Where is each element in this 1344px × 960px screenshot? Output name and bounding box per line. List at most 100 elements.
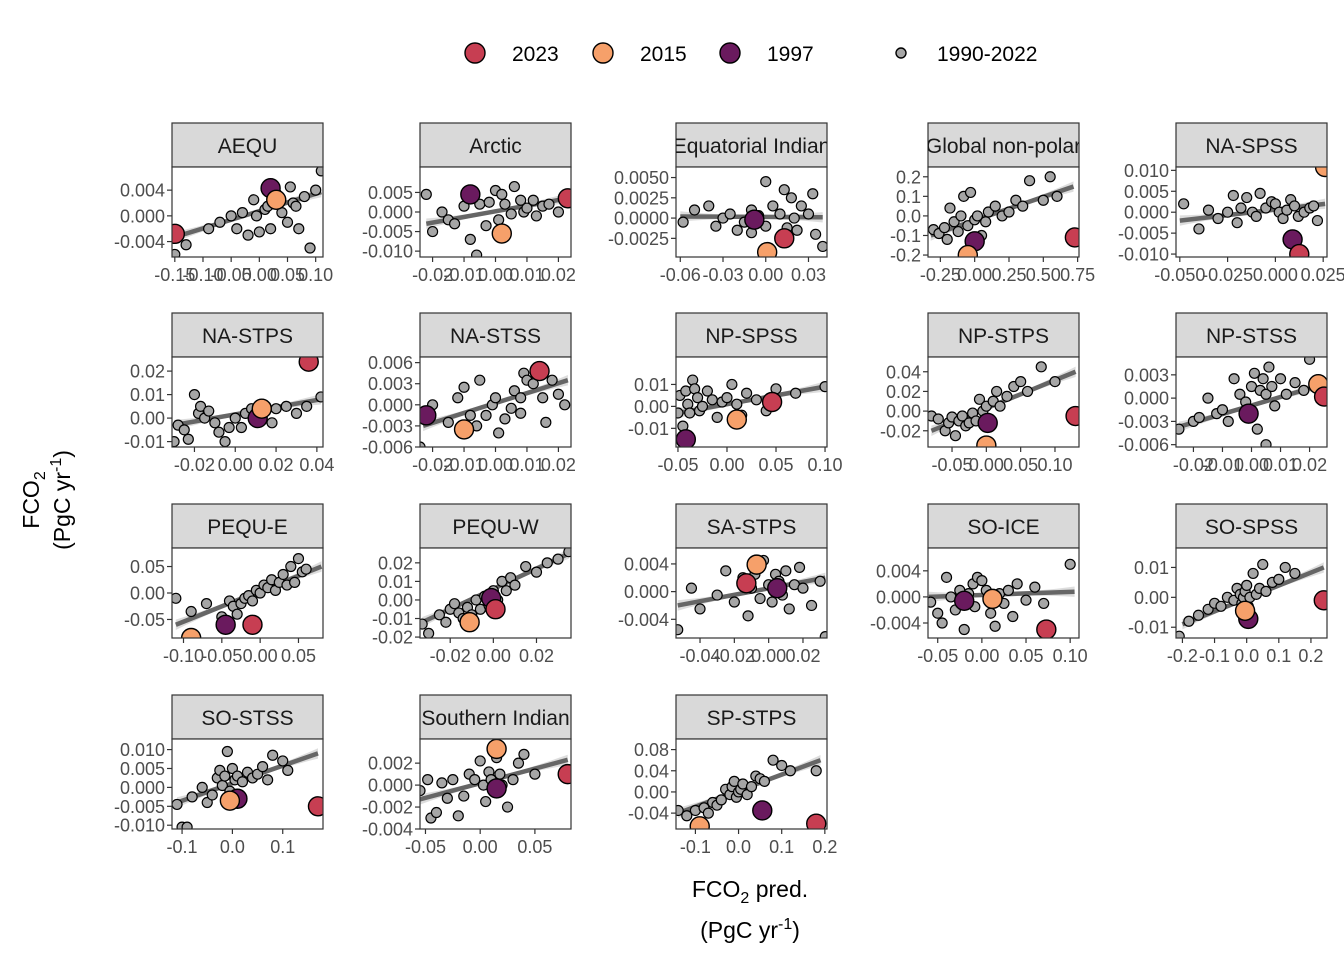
point-1990-2022: [1015, 375, 1027, 388]
x-tick-label: 0.05: [758, 455, 793, 475]
point-1990-2022: [203, 405, 215, 417]
x-tick-label: -0.03: [702, 265, 743, 285]
y-tick-label: 0.04: [634, 761, 669, 781]
facet-title: NP-SPSS: [705, 325, 797, 348]
point-1990-2022: [206, 789, 218, 801]
panel-so-ice: SO-ICE -0.004 0.000 0.004 -0.05 0.00 0.05 0.10: [870, 503, 1088, 666]
point-1990-2022: [505, 208, 517, 220]
facet-title: NP-STPS: [958, 325, 1049, 348]
point-2015: [726, 409, 747, 430]
x-tick-label: 0.05: [281, 646, 316, 666]
plot-content: [676, 554, 827, 638]
point-1990-2022: [474, 755, 486, 767]
point-1990-2022: [1289, 377, 1301, 389]
point-1990-2022: [767, 754, 779, 766]
x-tick-label: 0.000: [1253, 265, 1298, 285]
panel-na-spss: NA-SPSS-0.010-0.0050.0000.0050.010-0.050…: [1118, 122, 1344, 285]
panel-border: [1175, 547, 1328, 639]
point-1990-2022: [1269, 400, 1281, 412]
x-tick-label: 0.01: [509, 455, 544, 475]
x-tick-label: -0.02: [1173, 455, 1214, 475]
y-tick-label: 0.01: [1134, 558, 1169, 578]
plot-content: [172, 552, 323, 638]
point-1990-2022: [952, 225, 964, 238]
x-tick-label: 0.0: [220, 837, 245, 857]
point-1990-2022: [1176, 630, 1185, 638]
y-tick-label: -0.004: [870, 614, 921, 634]
point-1990-2022: [784, 765, 796, 777]
point-2015: [180, 627, 202, 638]
point-1990-2022: [1003, 206, 1015, 218]
point-1990-2022: [1029, 581, 1041, 593]
y-tick-label: 0.000: [876, 587, 921, 607]
point-1990-2022: [1231, 217, 1243, 229]
x-title-line1: FCO: [692, 876, 741, 902]
panel-arctic: Arctic-0.010-0.0050.0000.005-0.02-0.010.…: [362, 122, 576, 285]
point-1990-2022: [817, 240, 827, 253]
y-tick-label: -0.010: [362, 242, 413, 262]
point-1990-2022: [742, 610, 754, 622]
point-1990-2022: [493, 427, 505, 439]
plot-content: [420, 360, 571, 447]
x-tick-label: 0.02: [1292, 455, 1327, 475]
point-1990-2022: [932, 413, 944, 425]
point-1990-2022: [430, 806, 443, 819]
point-1990-2022: [688, 204, 701, 216]
x-tick-label: 0.1: [1266, 646, 1291, 666]
point-2023: [485, 599, 506, 620]
y-title-line1-sub: 2: [32, 471, 49, 480]
point-1997: [767, 577, 788, 599]
point-1990-2022: [246, 595, 259, 607]
x-tick-label: -0.2: [1167, 646, 1198, 666]
point-1990-2022: [1193, 411, 1205, 424]
x-tick-label: -0.15: [154, 265, 195, 285]
x-tick-label: -0.05: [405, 837, 446, 857]
point-1997: [215, 614, 236, 635]
facet-strip: [675, 503, 828, 549]
point-1990-2022: [1051, 190, 1063, 202]
point-1990-2022: [976, 575, 988, 587]
point-1990-2022: [1260, 585, 1272, 597]
facet-strip: [1175, 503, 1328, 549]
point-1990-2022: [790, 387, 802, 399]
facet-strip: [927, 503, 1080, 549]
panel-border: [927, 166, 1080, 258]
point-1990-2022: [489, 392, 502, 404]
plot-content: [1178, 167, 1327, 257]
y-tick-label: 0.00: [634, 782, 669, 802]
point-1990-2022: [289, 576, 301, 589]
point-2023: [736, 573, 757, 594]
y-tick-label: -0.003: [362, 416, 413, 436]
point-1990-2022: [188, 388, 201, 401]
point-1990-2022: [494, 768, 506, 780]
point-1990-2022: [280, 400, 292, 412]
point-2015: [219, 790, 241, 811]
point-1990-2022: [1235, 202, 1247, 214]
y-tick-label: 0.00: [634, 397, 669, 417]
point-1990-2022: [774, 208, 786, 220]
y-tick-label: 0.000: [1124, 389, 1169, 409]
facet-strip: [171, 312, 324, 358]
point-1997: [744, 209, 765, 230]
facet-title: Southern Indian: [421, 707, 569, 730]
point-1990-2022: [1257, 558, 1269, 571]
point-1997: [977, 412, 998, 434]
panel-border: [171, 738, 324, 830]
x-title-line2: (PgC yr: [700, 917, 778, 943]
point-1990-2022: [1266, 380, 1278, 393]
x-tick-label: 0.00: [1234, 455, 1269, 475]
x-tick-label: 0.01: [1263, 455, 1298, 475]
x-tick-label: -0.05: [211, 265, 252, 285]
y-tick-label: -0.0025: [608, 229, 669, 249]
facet-strip: [927, 312, 1080, 358]
panel-na-stps: NA-STPS-0.010.000.010.02-0.02 0.00 0.02 0.0…: [124, 312, 334, 475]
y-tick-label: -0.004: [618, 610, 669, 630]
x-tick-label: 0.25: [991, 265, 1026, 285]
point-1990-2022: [185, 605, 197, 618]
x-tick-label: 0.05: [1008, 646, 1043, 666]
point-1990-2022: [731, 224, 743, 236]
x-tick-label: 0.10: [1037, 455, 1072, 475]
panel-aequ: AEQU-0.0040.0000.004-0.15-0.10-0.050.000…: [114, 122, 333, 285]
x-tick-label: 0.00: [957, 265, 992, 285]
point-1990-2022: [936, 617, 948, 629]
